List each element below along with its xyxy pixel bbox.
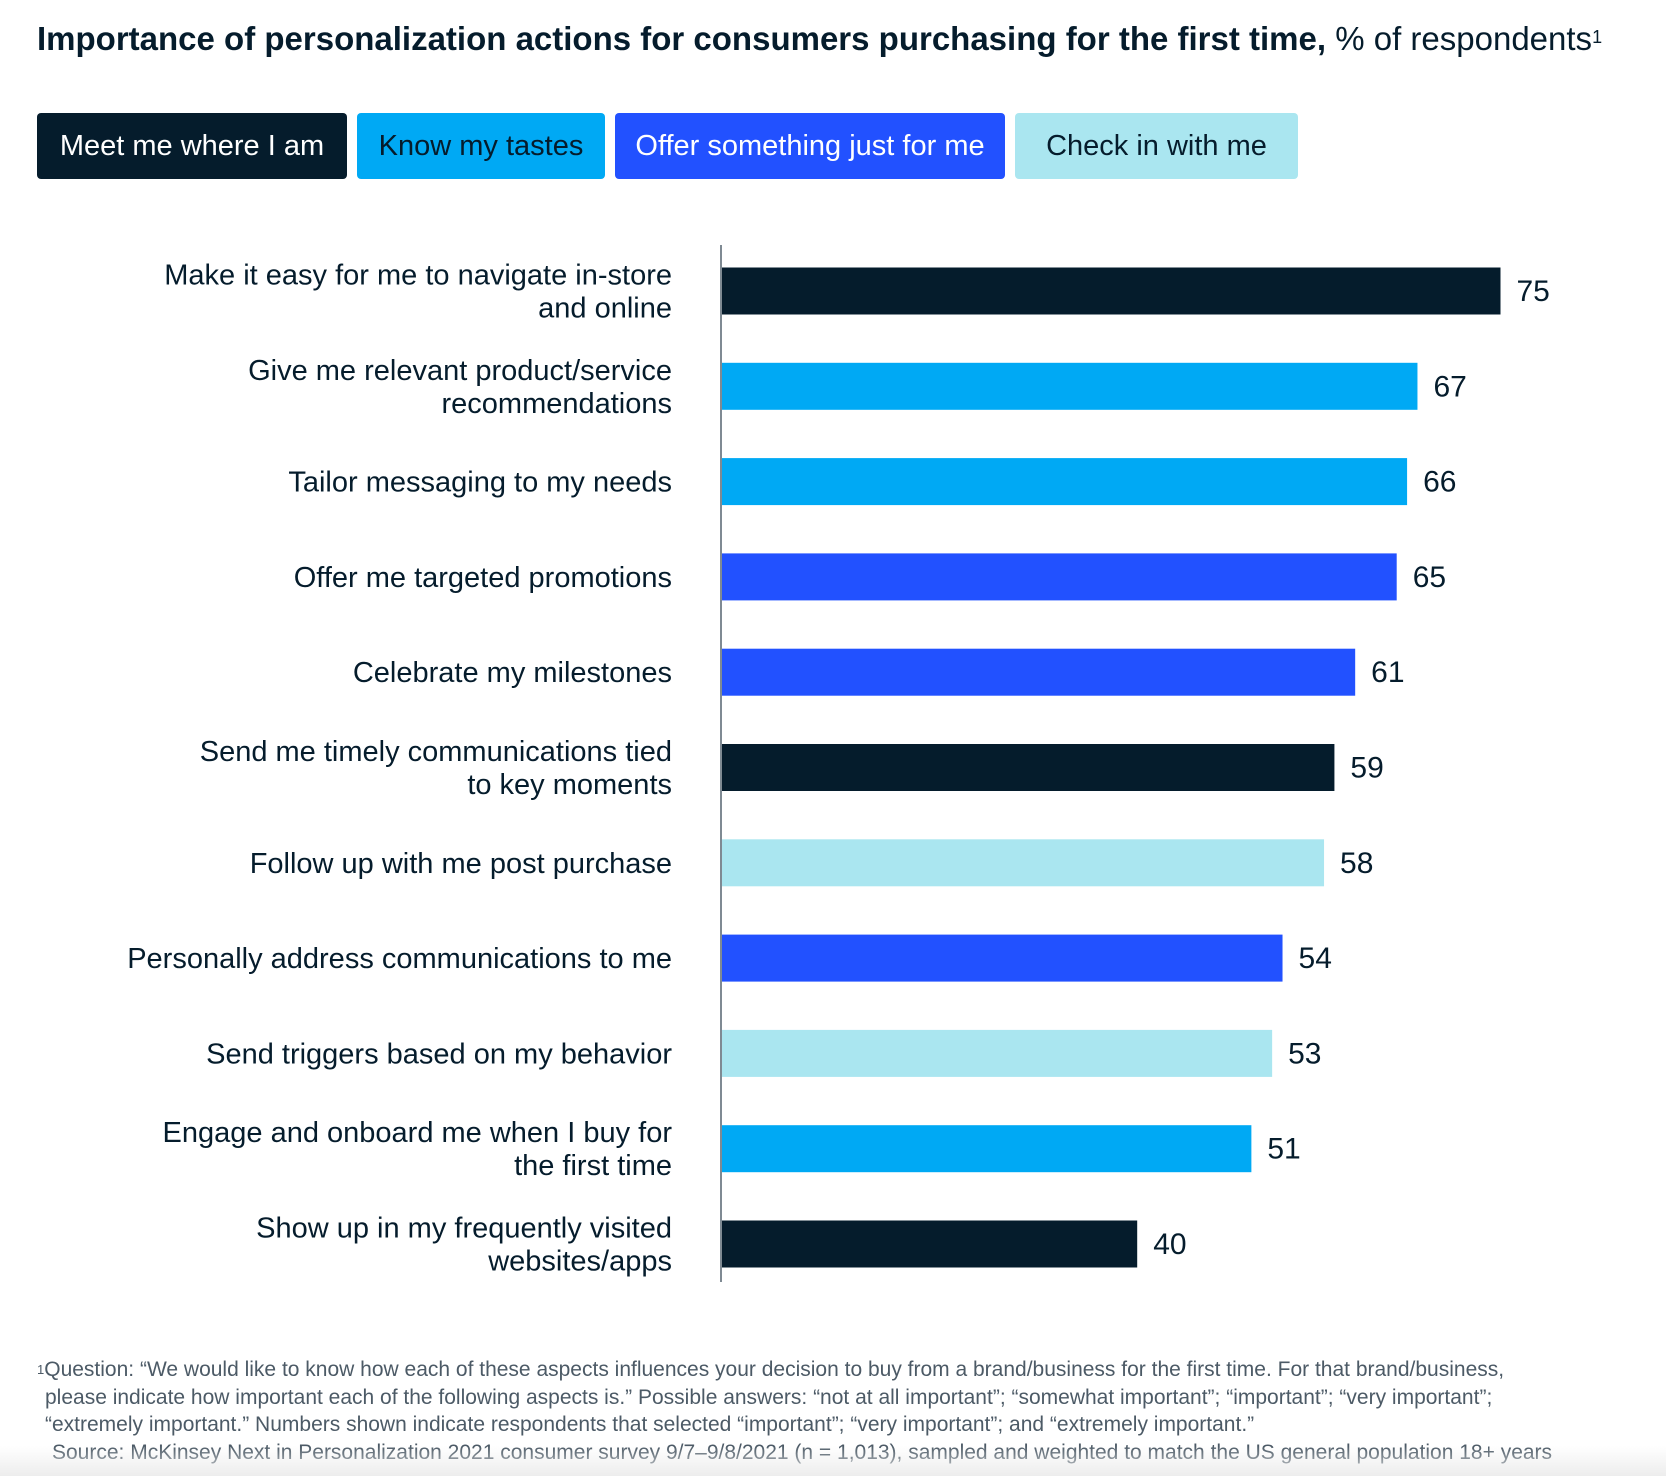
category-label: to key moments: [467, 769, 672, 801]
legend-label: Check in with me: [1046, 130, 1267, 162]
category-label: Engage and onboard me when I buy for: [163, 1117, 673, 1149]
footnote: 1Question: “We would like to know how ea…: [37, 1356, 1637, 1439]
bar: [722, 553, 1397, 601]
category-label: Tailor messaging to my needs: [288, 467, 672, 499]
category-label: Make it easy for me to navigate in-store: [164, 260, 672, 292]
legend-item-offer-something-just-for-me[interactable]: Offer something just for me: [615, 113, 1005, 179]
bar-value-label: 61: [1371, 656, 1404, 689]
footnote-line-2: please indicate how important each of th…: [45, 1385, 1493, 1409]
bar-value-label: 54: [1299, 942, 1332, 975]
category-label: Follow up with me post purchase: [250, 848, 672, 880]
bar-value-label: 59: [1350, 752, 1383, 785]
chart-title-unit: % of respondents: [1335, 20, 1593, 57]
bar-value-label: 66: [1423, 466, 1456, 499]
category-label: Personally address communications to me: [127, 943, 672, 975]
category-label: websites/apps: [487, 1246, 672, 1278]
chart-title: Importance of personalization actions fo…: [37, 18, 1602, 60]
chart-title-main: Importance of personalization actions fo…: [37, 20, 1327, 57]
bars-layer: 75 Make it easy for me to navigate in-sto…: [127, 260, 1550, 1278]
footnote-line-1: 1Question: “We would like to know how ea…: [37, 1358, 1505, 1381]
bar: [722, 267, 1501, 315]
category-label: and online: [538, 293, 672, 325]
bar-value-label: 67: [1433, 370, 1466, 403]
footnote-line-3: “extremely important.” Numbers shown ind…: [45, 1413, 1255, 1436]
legend-label: Meet me where I am: [59, 130, 325, 162]
bar-value-label: 75: [1517, 275, 1550, 308]
title-footnote-mark: 1: [1592, 27, 1603, 47]
bar: [722, 1029, 1273, 1077]
category-label: Send me timely communications tied: [200, 736, 672, 768]
category-label: the first time: [514, 1150, 672, 1182]
bar: [722, 934, 1283, 982]
category-label: Give me relevant product/service: [248, 355, 672, 387]
category-label: Show up in my frequently visited: [256, 1213, 672, 1245]
bar-value-label: 53: [1288, 1037, 1321, 1070]
legend-item-know-my-tastes[interactable]: Know my tastes: [357, 113, 605, 179]
bar-value-label: 58: [1340, 847, 1373, 880]
source-note: Source: McKinsey Next in Personalization…: [52, 1441, 1553, 1464]
bar: [722, 362, 1418, 410]
bar: [722, 1125, 1252, 1173]
category-label: Celebrate my milestones: [353, 657, 672, 689]
category-label: recommendations: [442, 388, 673, 420]
bar-value-label: 65: [1413, 561, 1446, 594]
category-label: Send triggers based on my behavior: [206, 1038, 672, 1070]
legend-label: Offer something just for me: [635, 130, 985, 162]
bar: [722, 1220, 1138, 1268]
bar: [722, 744, 1335, 791]
legend-item-check-in-with-me[interactable]: Check in with me: [1015, 113, 1298, 179]
bar: [722, 648, 1356, 696]
bar-value-label: 51: [1267, 1133, 1300, 1166]
category-label: Offer me targeted promotions: [294, 562, 672, 594]
legend-label: Know my tastes: [378, 130, 584, 162]
bar: [722, 458, 1408, 506]
legend-item-meet-me-where-i-am[interactable]: Meet me where I am: [37, 113, 347, 179]
bar: [722, 839, 1325, 887]
bar-value-label: 40: [1153, 1228, 1186, 1261]
footnote-mark: 1: [37, 1362, 45, 1377]
